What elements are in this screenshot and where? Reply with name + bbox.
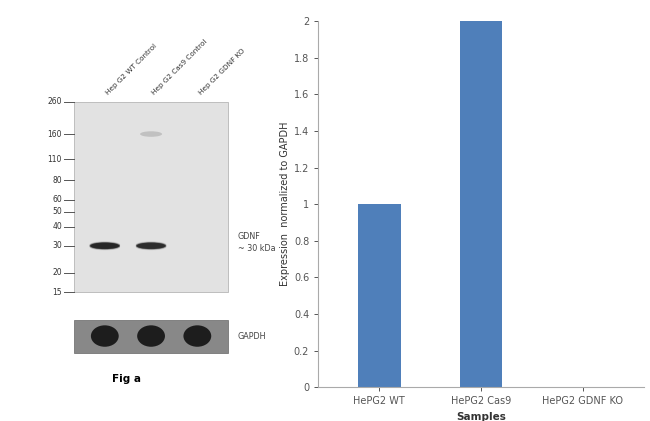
Bar [74,320,228,352]
Text: GDNF
~ 30 kDa: GDNF ~ 30 kDa [238,232,276,253]
Text: Hep G2 GDNF KO: Hep G2 GDNF KO [198,48,246,96]
Ellipse shape [90,242,119,249]
Ellipse shape [136,242,166,249]
Ellipse shape [91,325,119,347]
Bar [74,101,228,292]
Ellipse shape [90,242,120,248]
Ellipse shape [90,241,120,248]
Text: 110: 110 [47,155,62,164]
Ellipse shape [136,242,166,248]
Text: 60: 60 [52,195,62,204]
Ellipse shape [136,243,166,250]
Text: 80: 80 [52,176,62,185]
Ellipse shape [90,243,120,250]
Ellipse shape [136,242,166,249]
Text: 50: 50 [52,207,62,216]
Text: Hep G2 WT Control: Hep G2 WT Control [105,43,158,96]
Y-axis label: Expression  normalized to GAPDH: Expression normalized to GAPDH [280,122,290,286]
Text: GAPDH: GAPDH [238,332,266,341]
Ellipse shape [90,242,120,248]
Ellipse shape [136,243,166,250]
Text: 15: 15 [52,288,62,296]
Ellipse shape [90,244,120,250]
Ellipse shape [137,325,165,347]
Ellipse shape [90,242,120,249]
Bar [460,21,502,387]
Ellipse shape [136,244,166,250]
Ellipse shape [90,243,120,250]
X-axis label: Samples: Samples [456,412,506,421]
Ellipse shape [136,242,166,249]
Text: 160: 160 [47,130,62,139]
Text: Fig a: Fig a [112,374,142,384]
Ellipse shape [90,242,120,249]
Text: 40: 40 [52,222,62,231]
Text: Hep G2 Cas9 Control: Hep G2 Cas9 Control [151,39,209,96]
Bar [358,204,400,387]
Ellipse shape [140,131,162,137]
Ellipse shape [183,325,211,347]
Text: 260: 260 [47,97,62,106]
Text: 20: 20 [52,268,62,277]
Ellipse shape [136,241,166,248]
Ellipse shape [136,242,166,248]
Text: 30: 30 [52,241,62,250]
